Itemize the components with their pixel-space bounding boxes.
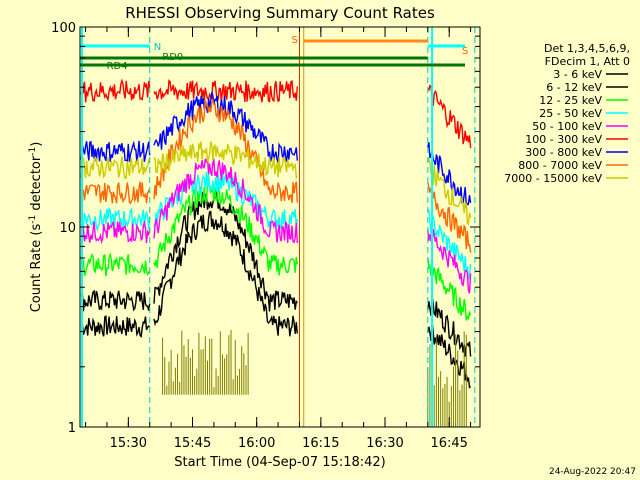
series-line-1-2 <box>427 295 472 357</box>
series-5 <box>80 78 472 149</box>
series-0 <box>80 210 472 389</box>
x-tick-label: 15:45 <box>174 436 211 451</box>
axes: 1 10 100 15:30 15:45 16:00 16:15 16:30 16:45 <box>51 21 481 451</box>
y-tick-label: 100 <box>51 21 76 36</box>
olive-low-counts <box>162 329 467 427</box>
series-line-5-2 <box>427 84 472 149</box>
y-axis-label: Count Rate (s-1 detector-1) <box>28 142 44 313</box>
legend-label-6: 300 - 800 keV <box>525 146 602 159</box>
series-line-5-0 <box>80 78 151 103</box>
series-line-8-1 <box>153 141 298 181</box>
x-tick-label: 16:00 <box>238 436 275 451</box>
series-line-7-2 <box>427 182 472 253</box>
series-line-4-1 <box>153 157 298 244</box>
y-axis-label-sup1: -1 <box>28 215 38 224</box>
flag-rd0-label: RD0 <box>162 52 183 63</box>
legend-label-2: 12 - 25 keV <box>539 94 602 107</box>
legend-label-3: 25 - 50 keV <box>539 107 602 120</box>
y-tick-label: 1 <box>68 421 76 436</box>
footer-timestamp: 24-Aug-2022 20:47 <box>549 467 636 477</box>
series-line-7-0 <box>80 181 151 205</box>
legend-label-8: 7000 - 15000 keV <box>504 172 602 185</box>
series-line-4-0 <box>80 219 151 245</box>
series-line-0-2 <box>427 321 472 389</box>
legend-label-1: 6 - 12 keV <box>546 81 602 94</box>
y-axis-label-sup2: -1 <box>28 147 38 156</box>
series-line-8-2 <box>427 156 472 226</box>
series-2 <box>80 184 472 321</box>
chart-title: RHESSI Observing Summary Count Rates <box>125 4 435 22</box>
series-line-2-0 <box>80 251 151 277</box>
legend-header-0: Det 1,3,4,5,6,9, <box>544 42 630 55</box>
series-line-3-2 <box>427 209 472 280</box>
series-line-0-0 <box>80 315 151 338</box>
series-line-6-2 <box>427 142 472 209</box>
series-line-1-1 <box>153 189 298 312</box>
y-axis-label-mid: detector <box>29 155 44 215</box>
flag-rd4-label: RD4 <box>107 61 128 72</box>
series-4 <box>80 157 472 294</box>
flag-n-label: N <box>154 42 161 53</box>
series-1 <box>80 189 472 357</box>
y-axis-label-main: Count Rate (s <box>29 224 44 313</box>
x-tick-label: 16:45 <box>430 436 467 451</box>
legend-header-1: FDecim 1, Att 0 <box>545 55 630 68</box>
series-line-2-1 <box>153 184 298 276</box>
legend-label-4: 50 - 100 keV <box>532 120 602 133</box>
series-line-6-0 <box>80 140 151 163</box>
series-line-3-0 <box>80 207 151 233</box>
series-8 <box>80 141 472 226</box>
series-line-7-1 <box>153 98 298 203</box>
series-line-5-1 <box>153 79 298 103</box>
flag-s2-label: S <box>462 46 468 57</box>
flag-s-label: S <box>291 35 297 46</box>
series-line-4-2 <box>427 228 472 294</box>
x-tick-label: 15:30 <box>110 436 147 451</box>
series-line-8-0 <box>80 155 151 180</box>
series-line-0-1 <box>153 210 298 337</box>
x-axis-label: Start Time (04-Sep-07 15:18:42) <box>174 455 385 470</box>
legend: Det 1,3,4,5,6,9,FDecim 1, Att 03 - 6 keV… <box>504 42 630 185</box>
legend-label-7: 800 - 7000 keV <box>518 159 602 172</box>
legend-label-5: 100 - 300 keV <box>525 133 602 146</box>
x-tick-label: 16:15 <box>302 436 339 451</box>
legend-label-0: 3 - 6 keV <box>553 68 602 81</box>
series-7 <box>80 98 472 253</box>
series-line-1-0 <box>80 289 151 312</box>
x-tick-label: 16:30 <box>366 436 403 451</box>
y-axis-label-end: ) <box>29 142 44 147</box>
y-tick-label: 10 <box>59 221 76 236</box>
series-line-2-2 <box>427 258 472 321</box>
